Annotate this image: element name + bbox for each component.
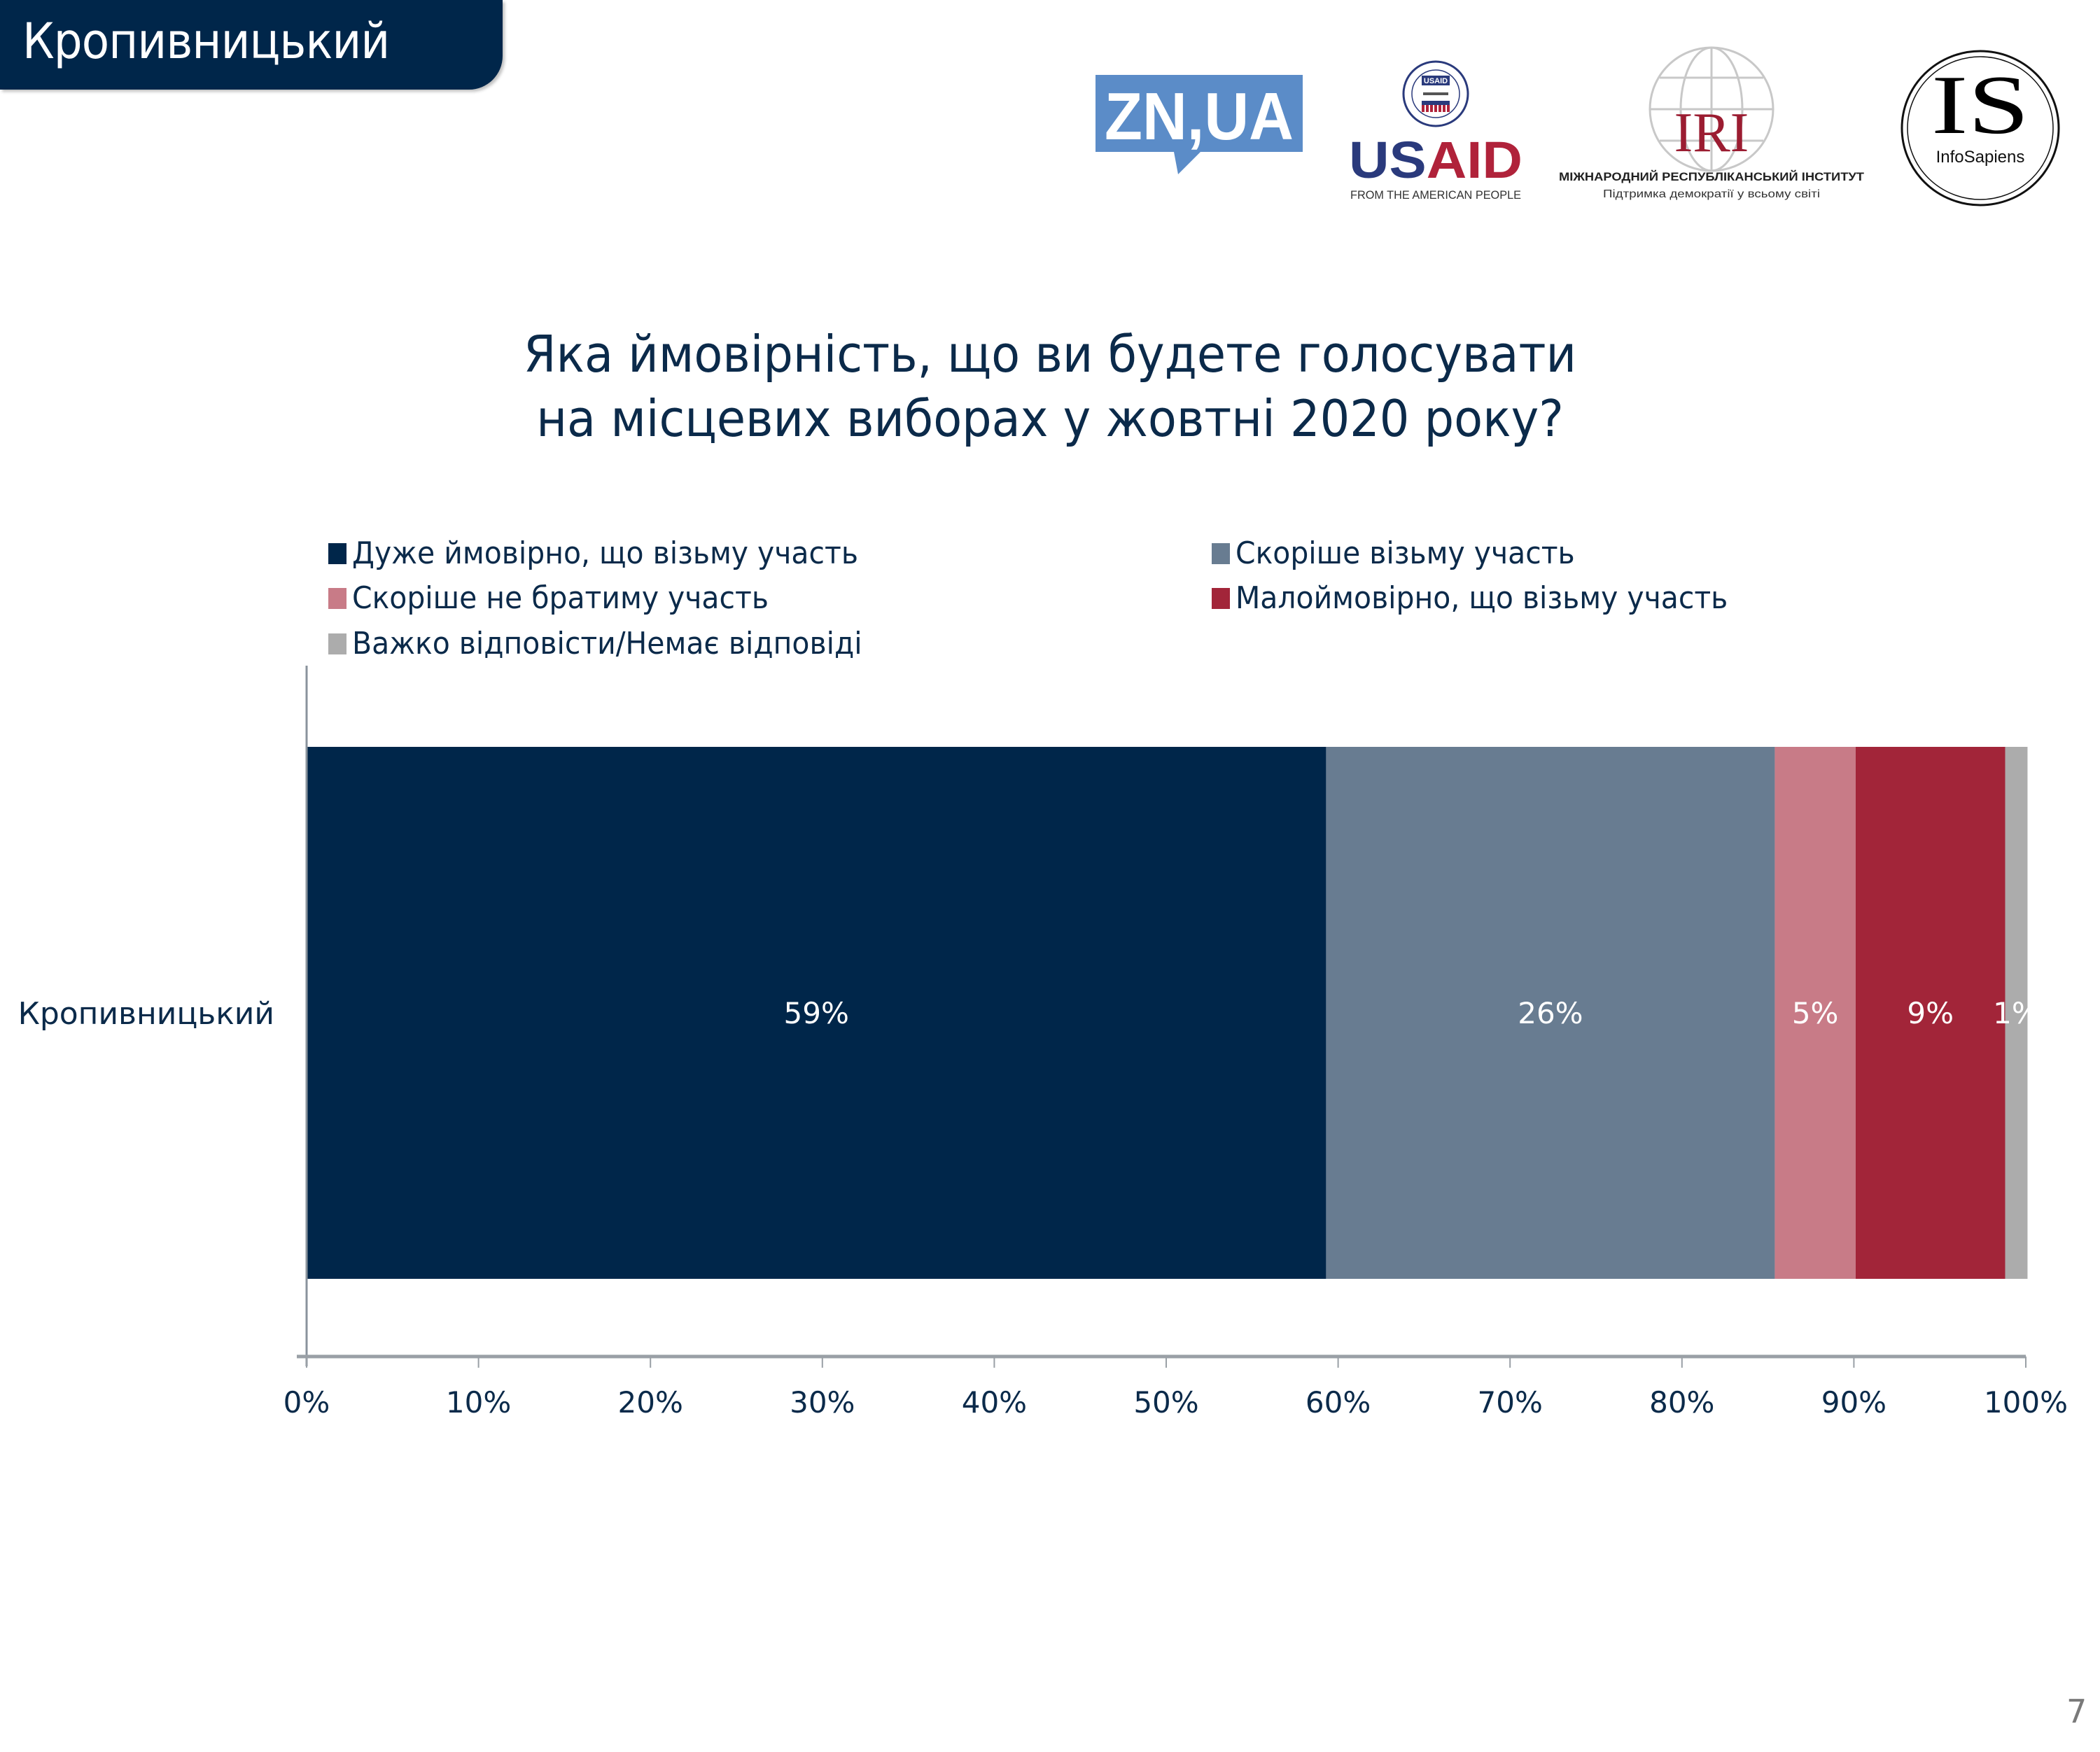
- data-label: 59%: [784, 996, 849, 1030]
- chart-title-line-2: на місцевих виборах у жовтні 2020 року?: [536, 389, 1564, 448]
- bar-segment: [2005, 747, 2028, 1279]
- chart-title: Яка ймовірність, що ви будете голосувати…: [0, 322, 2100, 451]
- axes-layer: Кропивницький 0% 10% 20% 30% 40% 50% 60% 70% 80% 9…: [18, 666, 2068, 1420]
- x-tick-label: 50%: [1133, 1385, 1198, 1420]
- data-label: 26%: [1518, 996, 1583, 1030]
- category-label: Кропивницький: [18, 996, 274, 1032]
- infosapiens-name: InfoSapiens: [1936, 148, 2025, 167]
- bar-segment: [307, 747, 1326, 1279]
- data-labels-layer: 59% 26% 5% 9% 1%: [784, 996, 2040, 1030]
- legend-item-rather-not: Скоріше не братиму участь: [328, 580, 800, 616]
- iri-name: МІЖНАРОДНИЙ РЕСПУБЛІКАНСЬКИЙ ІНСТИТУТ: [1559, 170, 1865, 183]
- iri-tagline: Підтримка демократії у всьому світі: [1603, 188, 1820, 200]
- x-tick-label: 0%: [284, 1385, 330, 1420]
- iri-logo-text: IRI: [1674, 102, 1749, 164]
- legend-item-very-likely: Дуже ймовірно, що візьму участь: [328, 535, 896, 571]
- legend-swatch: [1212, 542, 1230, 564]
- x-tick-label: 60%: [1306, 1385, 1371, 1420]
- legend-item-dont-know: Важко відповісти/Немає відповіді: [328, 626, 900, 661]
- bar-segment: [1855, 747, 2005, 1279]
- legend-item-rather-likely: Скоріше візьму участь: [1212, 535, 1600, 571]
- legend-label: Скоріше візьму участь: [1236, 535, 1575, 571]
- legend-item-unlikely: Малоймовірно, що візьму участь: [1212, 580, 1765, 616]
- x-tick-label: 100%: [1984, 1385, 2068, 1420]
- legend-label: Дуже ймовірно, що візьму участь: [352, 535, 858, 571]
- usaid-wordmark: US AID: [1349, 131, 1522, 189]
- usaid-logo: USAID US AID FROM THE AMERICAN PEOPLE: [1349, 60, 1522, 202]
- data-label: 9%: [1907, 996, 1954, 1030]
- bar-segment: [1774, 747, 1856, 1279]
- znua-logo-text: ZN,UA: [1105, 79, 1294, 154]
- legend-swatch: [328, 587, 346, 609]
- data-label: 1%: [1993, 996, 2040, 1030]
- infosapiens-logo: IS InfoSapiens: [1900, 50, 2060, 206]
- usaid-tagline: FROM THE AMERICAN PEOPLE: [1350, 188, 1521, 202]
- bars-layer: [307, 747, 2028, 1279]
- page-title: Кропивницький: [22, 13, 390, 70]
- globe-icon: [1648, 46, 1774, 172]
- legend-swatch: [328, 542, 346, 564]
- x-tick-label: 10%: [446, 1385, 511, 1420]
- bar-segment: [1326, 747, 1775, 1279]
- svg-text:USAID: USAID: [1424, 77, 1448, 85]
- znua-logo: ZN,UA: [1096, 75, 1303, 174]
- infosapiens-monogram: IS: [1931, 58, 2029, 151]
- chart-title-line-1: Яка ймовірність, що ви будете голосувати: [524, 325, 1576, 384]
- page-number: 7: [2066, 1693, 2087, 1730]
- legend-swatch: [328, 633, 346, 654]
- x-tick-label: 90%: [1821, 1385, 1886, 1420]
- x-tick-label: 40%: [962, 1385, 1027, 1420]
- legend-swatch: [1212, 587, 1230, 609]
- znua-speech-bubble: [1096, 75, 1303, 174]
- legend-label: Малоймовірно, що візьму участь: [1236, 580, 1728, 616]
- iri-logo: IRI МІЖНАРОДНИЙ РЕСПУБЛІКАНСЬКИЙ ІНСТИТУ…: [1559, 46, 1865, 200]
- data-label: 5%: [1792, 996, 1839, 1030]
- usaid-seal-icon: USAID: [1402, 60, 1469, 127]
- legend-label: Важко відповісти/Немає відповіді: [352, 626, 862, 661]
- x-tick-label: 20%: [618, 1385, 683, 1420]
- x-tick-label: 80%: [1649, 1385, 1714, 1420]
- legend-label: Скоріше не братиму участь: [352, 580, 769, 616]
- x-tick-label: 30%: [790, 1385, 855, 1420]
- header-tab: [0, 0, 503, 90]
- x-tick-label: 70%: [1478, 1385, 1543, 1420]
